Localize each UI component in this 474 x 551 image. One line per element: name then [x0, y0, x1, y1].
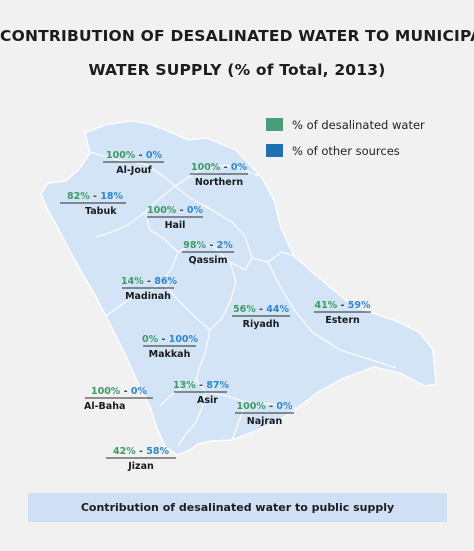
value-separator: -: [220, 162, 231, 173]
region-border: [209, 261, 237, 331]
region-border: [177, 243, 253, 271]
value-separator: -: [135, 446, 147, 457]
region-border: [105, 251, 179, 317]
value-separator: -: [255, 304, 267, 315]
other-value: 18%: [100, 191, 124, 202]
region-label-tabuk: 82% - 18% Tabuk: [67, 191, 123, 218]
region-border: [174, 164, 259, 187]
value-separator: -: [206, 240, 217, 251]
value-separator: -: [135, 150, 146, 161]
region-name: Hail: [164, 220, 186, 231]
value-separator: -: [195, 380, 207, 391]
title-line-1: CONTRIBUTION OF DESALINATED WATER TO MUN…: [0, 27, 474, 45]
desalinated-value: 13%: [173, 380, 196, 391]
other-value: 44%: [266, 304, 290, 315]
region-name: Makkah: [148, 349, 191, 360]
region-label-asir: 13% - 87% Asir: [173, 380, 230, 407]
legend-label-other: % of other sources: [292, 144, 400, 158]
legend-swatch-desalinated: [266, 118, 283, 131]
desalinated-value: 56%: [232, 304, 256, 315]
desalinated-value: 98%: [183, 240, 207, 251]
desalinated-value: 42%: [112, 446, 136, 457]
title-line-2: WATER SUPPLY (% of Total, 2013): [88, 61, 386, 79]
leader-lines: [60, 161, 371, 459]
desalinated-value: 100%: [146, 205, 177, 216]
region-name: Qassim: [188, 255, 228, 266]
region-label-madinah: 14% - 86% Madinah: [121, 276, 178, 303]
region-label-estern: 41% - 59% Estern: [313, 300, 372, 327]
value-separator: -: [337, 300, 348, 311]
legend-label-desalinated: % of desalinated water: [292, 118, 425, 132]
region-label-jizan: 42% - 58% Jizan: [105, 446, 177, 473]
region-name: Jizan: [128, 461, 154, 472]
other-value: 59%: [347, 300, 371, 311]
desalinated-value: 100%: [190, 162, 221, 173]
region-border: [267, 261, 397, 369]
region-border: [251, 251, 295, 263]
other-value: 0%: [186, 205, 204, 216]
region-name: Tabuk: [85, 206, 117, 217]
desalinated-value: 100%: [90, 386, 121, 397]
legend-swatch-other: [266, 144, 283, 157]
region-border: [95, 185, 176, 238]
other-value: 86%: [154, 276, 178, 287]
region-name: Al-Baha: [84, 401, 126, 412]
region-border: [231, 401, 247, 441]
region-label-makkah: 0% - 100% Makkah: [142, 334, 199, 361]
region-label-al-baha: 100% - 0% Al-Baha: [84, 386, 154, 413]
value-separator: -: [120, 386, 131, 397]
desalinated-value: 0%: [142, 334, 159, 345]
other-value: 2%: [216, 240, 233, 251]
desalinated-value: 14%: [121, 276, 144, 287]
region-name: Al-Jouf: [116, 165, 152, 176]
other-value: 0%: [230, 162, 248, 173]
region-label-northern: 100% - 0% Northern: [189, 162, 249, 189]
region-name: Estern: [325, 315, 360, 326]
region-border: [144, 211, 179, 253]
region-border: [161, 281, 211, 331]
country-shape: [40, 120, 437, 456]
desalinated-value: 82%: [67, 191, 90, 202]
footer-caption: Contribution of desalinated water to pub…: [28, 493, 447, 522]
desalinated-value: 100%: [236, 401, 266, 412]
legend-item-other: % of other sources: [266, 144, 400, 158]
value-separator: -: [176, 205, 187, 216]
value-separator: -: [158, 334, 169, 345]
region-name: Northern: [194, 177, 244, 188]
region-name: Najran: [246, 416, 283, 427]
value-separator: -: [89, 191, 101, 202]
desalinated-value: 41%: [314, 300, 338, 311]
legend-item-desalinated: % of desalinated water: [266, 118, 425, 132]
region-border: [174, 185, 253, 259]
region-borders: [89, 151, 397, 447]
region-label-riyadh: 56% - 44% Riyadh: [231, 304, 291, 331]
other-value: 0%: [145, 150, 163, 161]
region-label-qassim: 98% - 2% Qassim: [181, 240, 235, 267]
other-value: 100%: [168, 334, 199, 345]
region-label-al-jouf: 100% - 0% Al-Jouf: [103, 150, 165, 177]
other-value: 0%: [276, 401, 293, 412]
region-name: Asir: [197, 395, 218, 406]
region-name: Madinah: [125, 291, 171, 302]
region-label-najran: 100% - 0% Najran: [234, 401, 295, 428]
region-name: Riyadh: [242, 319, 280, 330]
region-label-hail: 100% - 0% Hail: [146, 205, 204, 232]
value-separator: -: [143, 276, 155, 287]
other-value: 58%: [146, 446, 170, 457]
other-value: 0%: [130, 386, 148, 397]
region-border: [177, 391, 207, 447]
desalinated-value: 100%: [105, 150, 136, 161]
value-separator: -: [265, 401, 277, 412]
region-border: [89, 151, 176, 187]
other-value: 87%: [206, 380, 230, 391]
